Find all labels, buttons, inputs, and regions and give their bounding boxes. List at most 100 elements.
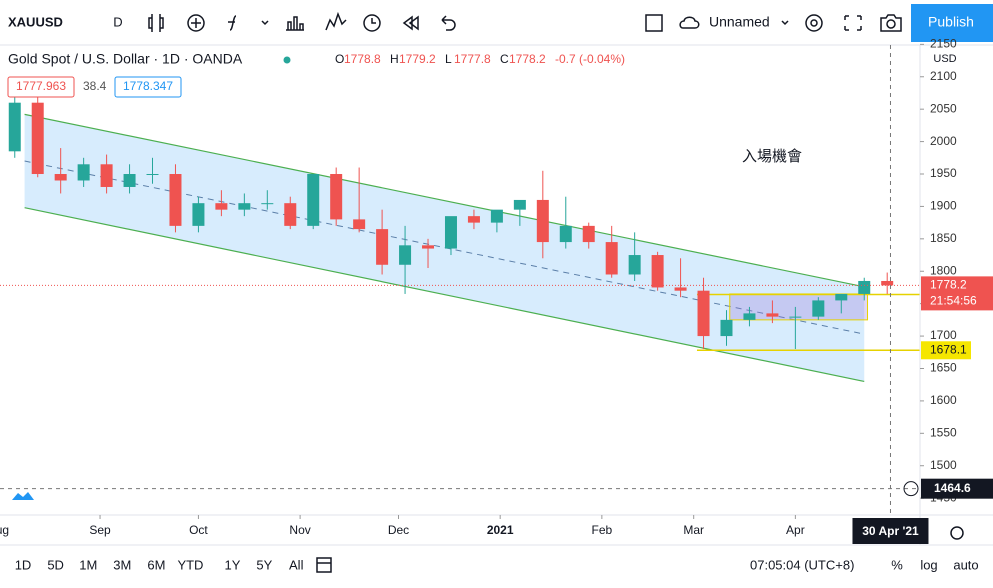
currency: USD: [933, 53, 956, 65]
ask-box[interactable]: [114, 76, 182, 98]
x-tick-label: Oct: [189, 523, 208, 537]
publish-button[interactable]: [911, 4, 993, 42]
log-toggle[interactable]: log: [920, 557, 937, 572]
auto-toggle[interactable]: auto: [953, 557, 978, 572]
candle-body: [123, 174, 136, 187]
level-label-box: [921, 341, 971, 360]
level-label: 1678.1: [930, 342, 967, 356]
ask[interactable]: 1778.347: [123, 79, 173, 93]
time-axis: Aug Sep Oct Nov Dec 2021 Feb Mar Apr 30 Apr '21: [0, 515, 929, 544]
last-price-label: 1778.2: [930, 278, 967, 292]
bid[interactable]: 1777.963: [16, 79, 66, 93]
symbol[interactable]: XAUUSD: [8, 14, 63, 29]
ohlc-label: H: [390, 52, 399, 66]
x-tick-label: Aug: [0, 523, 9, 537]
range-button[interactable]: 3M: [113, 557, 131, 572]
countdown: 21:54:56: [930, 294, 977, 308]
candle-body: [54, 174, 67, 181]
change: -0.7 (-0.04%): [555, 52, 625, 66]
channel-upper: [24, 113, 865, 288]
x-tick-label: Sep: [89, 523, 111, 537]
x-tick-label: Mar: [683, 523, 704, 537]
annotation: 入場機會: [742, 148, 802, 165]
candle-body: [307, 174, 320, 226]
candle-body: [812, 300, 825, 317]
y-tick-label: 1950: [930, 166, 957, 180]
y-tick-label: 1700: [930, 328, 957, 342]
crosshair-date: 30 Apr '21: [862, 524, 919, 538]
crosshair-date-box: [852, 518, 929, 544]
candle-body: [399, 245, 412, 265]
range-buttons: 1D 5D 1M 3M 6M YTD 1Y 5Y All: [15, 557, 304, 572]
candle-body: [536, 199, 549, 243]
candle-body: [77, 164, 90, 181]
candle-body: [444, 216, 457, 249]
y-tick-label: 2100: [930, 69, 957, 83]
candle-body: [720, 319, 733, 337]
candle-body: [559, 225, 572, 243]
date-range-icon[interactable]: [316, 557, 332, 573]
interval[interactable]: D: [113, 14, 122, 29]
candle-body: [422, 245, 435, 249]
publish-label[interactable]: Publish: [928, 14, 974, 30]
y-tick-label: 1650: [930, 361, 957, 375]
y-tick-label: 2000: [930, 134, 957, 148]
ohlc-label: O: [335, 52, 344, 66]
y-tick-label: 1550: [930, 425, 957, 439]
ohlc: O 1778.8 H 1779.2 L 1777.8 C 1778.2 -0.7 (-0.04%…: [335, 52, 625, 66]
candle-body: [582, 225, 595, 243]
candle-body: [146, 174, 159, 176]
toolbar-icons[interactable]: [148, 11, 902, 32]
y-tick-label: 1500: [930, 458, 957, 472]
range-button[interactable]: YTD: [177, 557, 203, 572]
x-tick-label: Apr: [786, 523, 805, 537]
candle-body: [8, 102, 21, 152]
y-tick-label: 1600: [930, 393, 957, 407]
ohlc-value: 1778.8: [344, 52, 381, 66]
candle-body: [697, 290, 710, 337]
candle-body: [605, 242, 618, 275]
ohlc-label: C: [500, 52, 509, 66]
candle-body: [100, 164, 113, 187]
ohlc-value: 1777.8: [454, 52, 491, 66]
ohlc-label: L: [445, 52, 452, 66]
percent-toggle[interactable]: %: [891, 557, 903, 572]
candle-body: [261, 203, 274, 205]
candle-body: [766, 313, 779, 317]
candle-body: [858, 280, 871, 294]
layout-name[interactable]: Unnamed: [709, 14, 770, 30]
add-alert[interactable]: [903, 481, 919, 497]
candle-body: [651, 255, 664, 288]
crosshair-price: 1464.6: [934, 481, 971, 495]
bid-box[interactable]: [7, 76, 75, 98]
candle-body: [490, 209, 503, 223]
x-tick-label: Dec: [388, 523, 409, 537]
y-tick-label: 2150: [930, 37, 957, 51]
range-button[interactable]: 5D: [47, 557, 64, 572]
y-tick-label: 1900: [930, 199, 957, 213]
x-tick-label: 2021: [487, 523, 514, 537]
channel-fill: [24, 114, 865, 382]
range-button[interactable]: All: [289, 557, 304, 572]
candle-body: [743, 313, 756, 320]
candle-body: [376, 229, 389, 265]
range-button[interactable]: 1M: [79, 557, 97, 572]
candle-body: [674, 287, 687, 291]
settings-icon[interactable]: [950, 526, 964, 540]
range-button[interactable]: 5Y: [256, 557, 272, 572]
candle-body: [881, 280, 894, 286]
candle-body: [31, 102, 44, 175]
candle-body: [628, 255, 641, 275]
range-button[interactable]: 1D: [15, 557, 32, 572]
range-button[interactable]: 6M: [147, 557, 165, 572]
candle-body: [835, 293, 848, 301]
toolbar: [0, 0, 993, 45]
y-tick-label: 1850: [930, 231, 957, 245]
candle-body: [238, 203, 251, 210]
legend-title: Gold Spot / U.S. Dollar · 1D · OANDA: [8, 51, 243, 67]
y-tick-label: 2050: [930, 101, 957, 115]
y-tick-label: 1800: [930, 263, 957, 277]
range-button[interactable]: 1Y: [224, 557, 240, 572]
